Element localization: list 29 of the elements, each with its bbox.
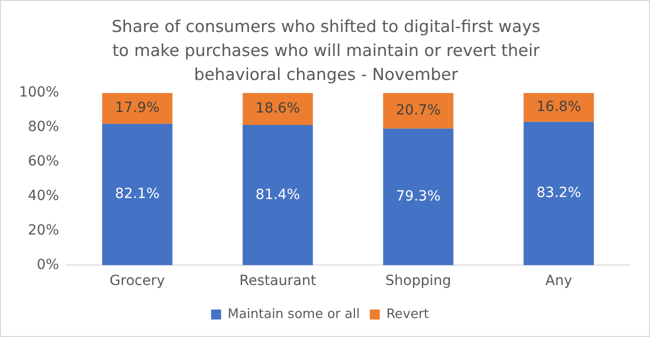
- x-tick-label: Restaurant: [239, 273, 317, 290]
- bar: [242, 125, 313, 266]
- data-label: 17.9%: [115, 100, 160, 116]
- y-tick-label: 20%: [28, 222, 60, 238]
- x-tick-label: Grocery: [110, 273, 165, 290]
- legend-label: Maintain some or all: [228, 306, 360, 322]
- y-tick-label: 60%: [28, 154, 60, 170]
- bar: [383, 128, 454, 266]
- chart-title: Share of consumers who shifted to digital-first ways to make purchases who will maintain or revert their behavioral changes - November: [110, 16, 542, 86]
- bar: [524, 122, 594, 266]
- bar: [524, 93, 594, 122]
- data-label: 83.2%: [536, 185, 581, 202]
- x-tick-label: Shopping: [385, 273, 452, 290]
- data-label: 79.3%: [396, 188, 440, 205]
- data-label: 18.6%: [256, 100, 300, 117]
- bar: [102, 124, 172, 266]
- bar: [102, 93, 172, 124]
- y-tick-label: 40%: [28, 188, 60, 204]
- data-label: 81.4%: [256, 186, 300, 203]
- bar: [383, 93, 454, 129]
- bar: [242, 93, 313, 126]
- y-tick-label: 80%: [28, 119, 60, 136]
- y-tick-label: 100%: [18, 84, 60, 101]
- data-label: 16.8%: [536, 99, 581, 116]
- x-tick-label: Any: [545, 273, 572, 290]
- data-label: 82.1%: [115, 186, 160, 202]
- legend-label: Revert: [386, 306, 429, 322]
- y-tick-label: 0%: [36, 256, 60, 273]
- data-label: 20.7%: [396, 102, 440, 118]
